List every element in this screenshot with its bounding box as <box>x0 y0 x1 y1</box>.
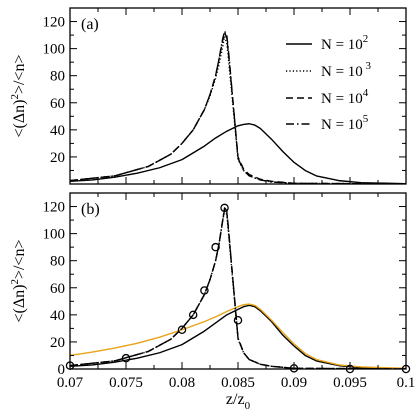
y-axis-label-part: <(Δn) <box>11 100 28 138</box>
legend-entry-base: N = 10 <box>321 37 363 53</box>
y-tick-label: 20 <box>50 150 65 166</box>
legend-entry: N = 102 <box>321 33 368 53</box>
legend-entry-exponent: 4 <box>363 87 369 99</box>
legend-entry-base: N = 10 <box>321 64 363 80</box>
legend-entry: N = 104 <box>321 87 369 107</box>
y-tick-label: 80 <box>50 69 65 85</box>
legend-entry-base: N = 10 <box>321 117 363 133</box>
data-point <box>211 242 220 252</box>
data-point <box>177 325 187 334</box>
data-point <box>233 316 243 325</box>
y-axis-label: <(Δn)2>/<n> <box>9 240 28 323</box>
y-tick-label: 100 <box>43 227 66 243</box>
series-line-solid <box>70 123 406 184</box>
legend-entry: N = 10 3 <box>321 60 372 80</box>
y-tick-label: 80 <box>50 254 65 270</box>
x-tick-label: 0.075 <box>109 375 143 391</box>
x-axis-label: z/z0 <box>226 391 251 412</box>
y-tick-label: 60 <box>50 281 65 297</box>
data-point <box>121 353 131 363</box>
x-tick-label: 0.09 <box>281 375 307 391</box>
x-axis-label-subscript: 0 <box>245 400 251 412</box>
y-tick-label: 0 <box>58 362 66 378</box>
series-line-solid <box>70 303 406 369</box>
panel-label: (a) <box>81 16 99 33</box>
y-axis-label-superscript: 2 <box>9 279 21 285</box>
y-tick-label: 20 <box>50 335 65 351</box>
series-line-dashed <box>70 208 406 369</box>
legend-entry-exponent: 3 <box>363 60 372 72</box>
series-line-dashdot <box>70 207 406 369</box>
y-axis-label-part: >/<n> <box>11 55 28 95</box>
y-tick-label: 120 <box>43 200 66 216</box>
x-tick-label: 0.07 <box>57 375 84 391</box>
data-point <box>200 286 209 295</box>
legend-entry: N = 105 <box>321 113 369 133</box>
series-line-dashed <box>70 31 406 184</box>
y-axis-label-part: <(Δn) <box>11 285 28 323</box>
series-line-dashdot <box>70 30 406 184</box>
x-tick-label: 0.08 <box>169 375 195 391</box>
y-tick-label: 120 <box>43 15 66 31</box>
legend-entry-exponent: 2 <box>363 33 369 45</box>
x-tick-label: 0.085 <box>221 375 255 391</box>
legend-entry-base: N = 10 <box>321 91 363 107</box>
y-tick-label: 60 <box>50 96 65 112</box>
y-tick-label: 100 <box>43 42 66 58</box>
series-line-solid <box>70 304 406 369</box>
y-tick-label: 40 <box>50 308 65 324</box>
plot-frame <box>69 192 407 370</box>
y-axis-label-part: >/<n> <box>11 240 28 280</box>
y-axis-label-superscript: 2 <box>9 94 21 100</box>
series-line-dotted <box>70 35 406 184</box>
data-point <box>188 310 198 320</box>
panel-label: (b) <box>81 201 100 218</box>
y-tick-label: 40 <box>50 123 65 139</box>
legend-entry-exponent: 5 <box>363 113 369 125</box>
x-tick-label: 0.1 <box>397 375 416 391</box>
x-tick-label: 0.095 <box>333 375 367 391</box>
data-point <box>220 203 229 213</box>
x-axis-label-part: z/z <box>226 391 245 408</box>
series-line-dotted <box>70 209 406 369</box>
y-axis-label: <(Δn)2>/<n> <box>9 55 28 138</box>
